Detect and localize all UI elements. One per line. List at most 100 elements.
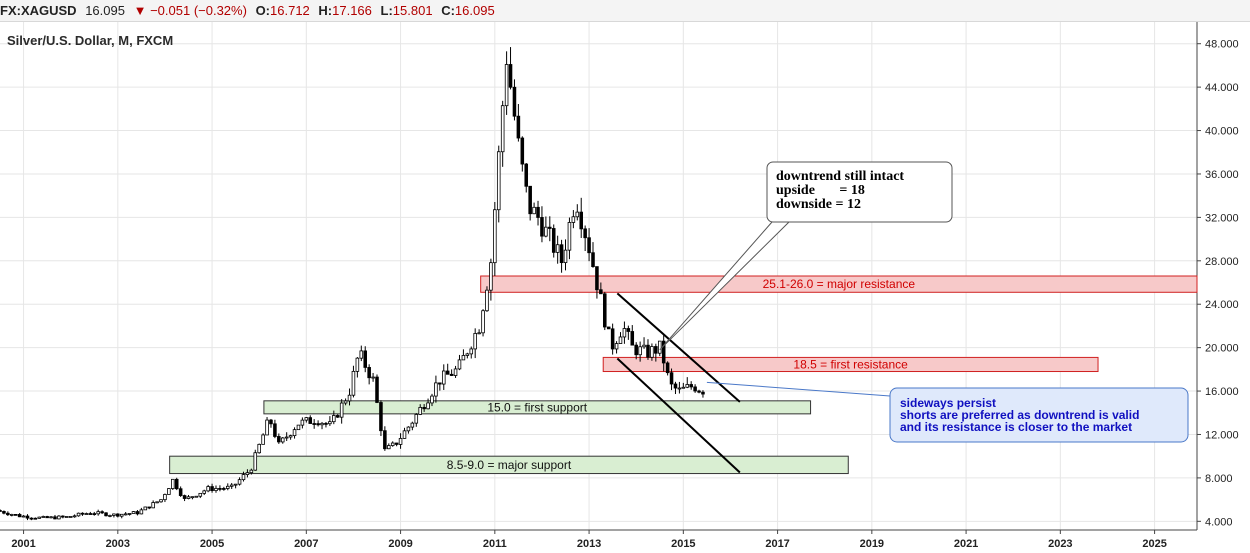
close-value: 16.095 [454,3,495,18]
high-label: H: [318,3,333,18]
candle-body [49,516,53,519]
price-tick-label: 12.000 [1205,429,1239,441]
candle-body [532,206,536,215]
resistance-zone [480,275,1198,293]
candle-body [80,512,85,515]
price-chart[interactable]: 4.000 8.000 12.000 16.000 20.000 24.000 28.000… [0,22,1250,553]
candle-body [410,422,415,428]
candle-body [139,509,144,515]
candle-body [406,426,411,432]
candle-body [92,513,97,515]
candle-body [10,513,14,516]
candle-body [524,163,529,187]
candle-body [359,350,364,359]
candle-body [457,359,462,370]
candle-body [324,422,328,425]
candle-body [292,429,297,437]
candle-body [194,495,199,498]
candle-body [347,394,352,402]
candle-body [540,217,544,237]
high-value: 17.166 [332,3,372,18]
candle-body [394,442,399,445]
support-zone-label: 8.5-9.0 = major support [447,458,572,472]
candle-body [25,515,30,519]
low-value: 15.801 [392,3,433,18]
candle-body [163,494,167,501]
candle-body [100,511,104,514]
candle-body [606,326,611,330]
candle-body [689,384,693,388]
candle-body [257,443,261,454]
candle-body [104,512,108,517]
candle-body [587,237,591,254]
time-tick-label: 2015 [671,538,695,550]
candle-body [512,86,517,117]
time-tick-label: 2013 [577,538,601,550]
candle-body [599,289,603,295]
trend-channel-upper-line [616,292,741,403]
candle-body [536,206,540,218]
resistance-zone-label: 18.5 = first resistance [793,357,908,371]
candle-body [430,395,434,404]
candle-body [68,516,73,518]
candle-body [520,137,525,165]
candle-body [159,499,163,503]
candle-body [383,430,387,450]
candle-body [402,430,407,439]
candle-body [367,367,371,379]
candle-body [434,382,438,397]
time-tick-label: 2007 [294,538,318,550]
candle-body [339,402,344,418]
candle-body [135,511,140,515]
down-arrow-icon: ▼ [133,3,147,18]
symbol-name[interactable]: FX:XAGUSD [0,3,77,18]
candle-body [657,340,662,354]
candle-body [37,516,42,519]
sideways-callout-text: shorts are preferred as downtrend is val… [900,408,1139,422]
candle-body [174,478,179,490]
candle-body [45,516,49,519]
candle-body [277,436,281,443]
price-tick-label: 16.000 [1205,386,1239,398]
candle-body [143,506,148,511]
candle-body [661,340,666,364]
candle-body [559,244,564,264]
candle-body [481,310,485,334]
sideways-callout-text: sideways persist [900,396,996,410]
candle-body [630,331,635,346]
candle-body [147,506,152,509]
sideways-callout-text: and its resistance is closer to the mark… [900,420,1132,434]
candle-body [438,382,442,385]
candle-body [241,474,246,481]
candle-body [504,64,509,107]
candle-body [96,511,100,515]
candle-body [237,479,242,485]
candle-body [119,513,124,517]
candle-body [591,252,595,268]
candle-body [198,492,203,497]
candle-body [351,370,356,396]
candle-body [167,488,171,495]
resistance-zone-label: 25.1-26.0 = major resistance [763,277,916,291]
candle-body [579,211,583,230]
downtrend-callout-text: downside = 12 [776,197,861,212]
time-tick-label: 2019 [860,538,884,550]
candle-body [418,406,422,415]
candle-body [316,423,320,426]
candle-body [84,513,89,515]
price-tick-label: 8.000 [1205,473,1233,485]
candle-body [53,516,57,520]
candle-body [151,502,155,509]
candle-body [269,419,273,425]
candle-body [72,515,77,518]
candle-body [312,423,316,425]
candle-body [363,350,368,368]
candle-body [233,483,238,486]
candle-body [701,391,705,395]
candle-body [544,226,548,237]
candle-body [214,487,218,491]
time-tick-label: 2009 [388,538,412,550]
candle-body [390,442,395,446]
candle-body [681,386,686,389]
price-tick-label: 36.000 [1205,169,1239,181]
